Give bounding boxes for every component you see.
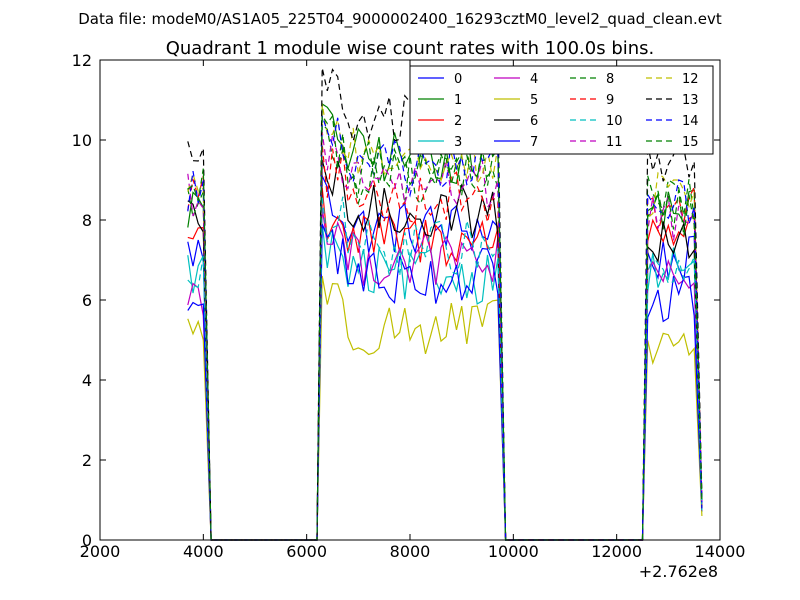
legend-label-7: 7 [530,135,538,150]
x-tick-label: 2000 [80,542,121,561]
legend-label-14: 14 [682,114,699,129]
series-line-2 [187,187,703,541]
series-layer [187,67,703,541]
legend-label-15: 15 [682,135,699,150]
y-tick-label: 12 [72,51,92,70]
series-line-0 [187,175,703,541]
series-line-7 [187,223,703,541]
legend-label-5: 5 [530,93,538,108]
legend-label-6: 6 [530,114,538,129]
legend-label-1: 1 [454,93,462,108]
legend-label-12: 12 [682,72,699,87]
figure-suptitle: Data file: modeM0/AS1A05_225T04_90000024… [78,10,722,29]
series-line-12 [187,103,703,541]
y-tick-label: 6 [82,291,92,310]
legend-label-10: 10 [606,114,623,129]
x-tick-label: 6000 [286,542,327,561]
series-line-8 [187,122,703,541]
series-line-6 [187,159,703,541]
legend-box [409,65,714,155]
legend-label-9: 9 [606,93,614,108]
chart-title: Quadrant 1 module wise count rates with … [166,38,655,59]
series-line-15 [187,114,703,541]
x-tick-label: 14000 [695,542,746,561]
x-tick-label: 4000 [183,542,224,561]
series-line-14 [187,115,703,541]
legend-label-2: 2 [454,114,462,129]
y-tick-label: 2 [82,451,92,470]
legend-label-8: 8 [606,72,614,87]
y-tick-label: 8 [82,211,92,230]
y-tick-label: 4 [82,371,92,390]
x-offset-label: +2.762e8 [639,562,718,581]
series-line-10 [187,195,703,541]
series-line-5 [187,275,703,541]
legend-label-3: 3 [454,135,462,150]
legend-label-0: 0 [454,72,462,87]
legend-label-13: 13 [682,93,699,108]
series-line-11 [187,131,703,541]
legend-label-11: 11 [606,135,623,150]
x-tick-label: 10000 [488,542,539,561]
x-tick-label: 12000 [591,542,642,561]
legend-label-4: 4 [530,72,538,87]
x-tick-label: 8000 [390,542,431,561]
y-tick-label: 0 [82,531,92,550]
y-tick-label: 10 [72,131,92,150]
